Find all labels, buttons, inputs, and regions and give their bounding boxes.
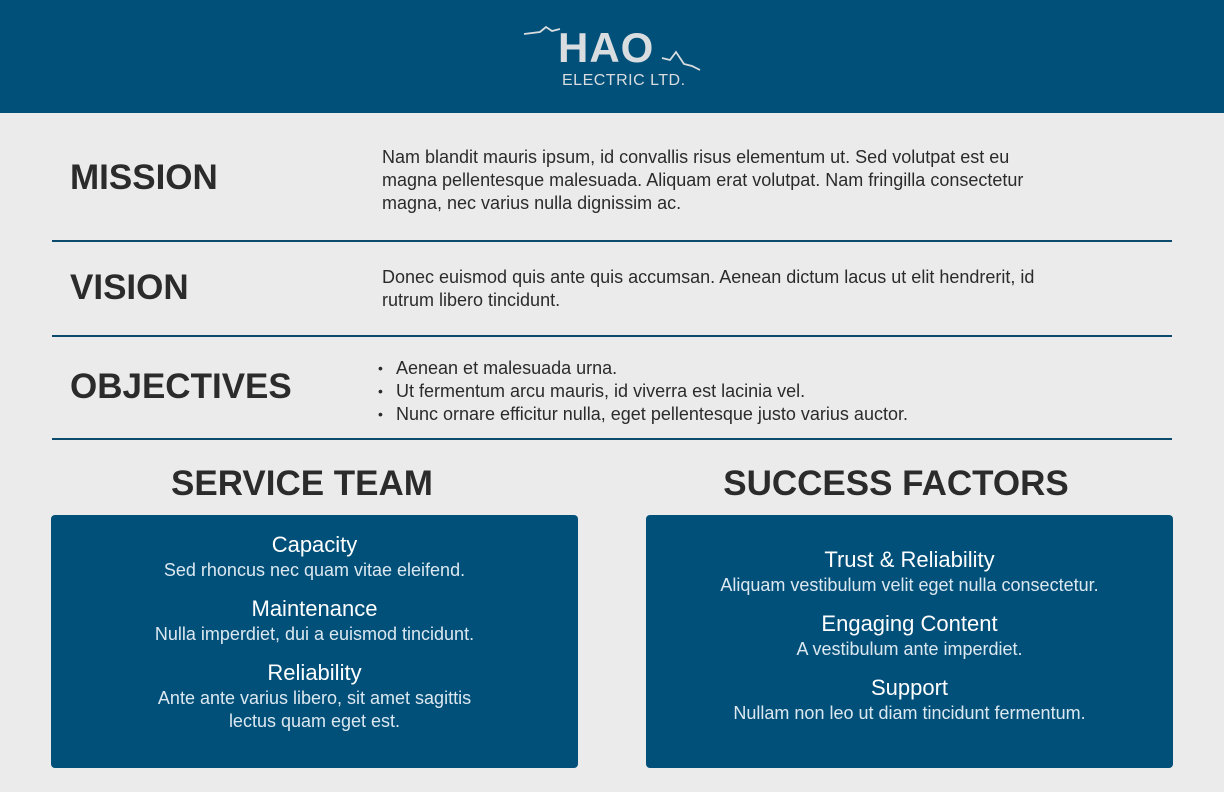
factor-item-title: Support <box>870 675 949 700</box>
mission-text: Nam blandit mauris ipsum, id convallis r… <box>382 147 1024 213</box>
factor-item-title: Engaging Content <box>821 611 998 636</box>
vision-heading: VISION <box>70 268 189 307</box>
service-item: Reliability Ante ante varius libero, sit… <box>51 659 578 733</box>
lightning-icon <box>523 25 701 71</box>
factor-item-title: Trust & Reliability <box>824 547 995 572</box>
service-team-card: Capacity Sed rhoncus nec quam vitae elei… <box>51 515 578 768</box>
company-logo: HAO ELECTRIC LTD. <box>520 22 705 94</box>
factor-item-desc: Nullam non leo ut diam tincidunt ferment… <box>733 703 1086 723</box>
factor-item: Trust & Reliability Aliquam vestibulum v… <box>646 546 1173 597</box>
objectives-row: OBJECTIVES Aenean et malesuada urna. Ut … <box>52 337 1172 440</box>
objectives-heading: OBJECTIVES <box>70 367 292 406</box>
objectives-list: Aenean et malesuada urna. Ut fermentum a… <box>378 357 1042 426</box>
objective-item: Nunc ornare efficitur nulla, eget pellen… <box>378 403 1042 426</box>
vision-row: VISION Donec euismod quis ante quis accu… <box>52 242 1172 337</box>
service-item-desc: Ante ante varius libero, sit amet sagitt… <box>157 688 472 731</box>
logo-wordmark: HAO <box>558 24 655 71</box>
service-item: Capacity Sed rhoncus nec quam vitae elei… <box>51 531 578 582</box>
service-team-heading: SERVICE TEAM <box>171 464 433 503</box>
service-item-title: Capacity <box>271 532 358 557</box>
header-banner: HAO ELECTRIC LTD. <box>0 0 1224 113</box>
objective-item: Aenean et malesuada urna. <box>378 357 1042 380</box>
factor-item-desc: A vestibulum ante imperdiet. <box>796 639 1023 659</box>
objective-item: Ut fermentum arcu mauris, id viverra est… <box>378 380 1042 403</box>
success-factors-card: Trust & Reliability Aliquam vestibulum v… <box>646 515 1173 768</box>
factor-item: Engaging Content A vestibulum ante imper… <box>646 610 1173 661</box>
service-item-title: Reliability <box>267 660 362 685</box>
service-item-desc: Sed rhoncus nec quam vitae eleifend. <box>163 560 466 580</box>
service-item-desc: Nulla imperdiet, dui a euismod tincidunt… <box>154 624 475 644</box>
mission-heading: MISSION <box>70 158 218 197</box>
factor-item-desc: Aliquam vestibulum velit eget nulla cons… <box>720 575 1099 595</box>
vision-text: Donec euismod quis ante quis accumsan. A… <box>382 267 1035 310</box>
factor-item: Support Nullam non leo ut diam tincidunt… <box>646 674 1173 725</box>
service-item: Maintenance Nulla imperdiet, dui a euism… <box>51 595 578 646</box>
logo-subtitle: ELECTRIC LTD. <box>562 72 686 89</box>
service-item-title: Maintenance <box>251 596 378 621</box>
mission-row: MISSION Nam blandit mauris ipsum, id con… <box>52 113 1172 242</box>
success-factors-heading: SUCCESS FACTORS <box>723 464 1069 503</box>
